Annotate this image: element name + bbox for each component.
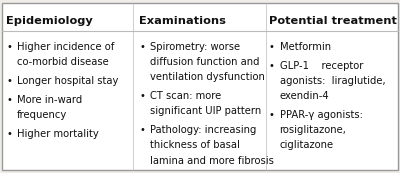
Text: Longer hospital stay: Longer hospital stay: [17, 76, 118, 86]
Text: •: •: [6, 95, 12, 105]
Text: •: •: [139, 42, 145, 52]
Text: ciglitazone: ciglitazone: [280, 140, 334, 151]
Text: ventilation dysfunction: ventilation dysfunction: [150, 72, 265, 82]
Text: co-morbid disease: co-morbid disease: [17, 57, 108, 67]
Text: •: •: [6, 129, 12, 139]
Text: GLP-1    receptor: GLP-1 receptor: [280, 61, 363, 71]
Text: •: •: [6, 42, 12, 52]
Text: significant UIP pattern: significant UIP pattern: [150, 106, 261, 116]
Text: Potential treatment: Potential treatment: [269, 16, 397, 26]
Text: diffusion function and: diffusion function and: [150, 57, 260, 67]
Text: PPAR-γ agonists:: PPAR-γ agonists:: [280, 110, 362, 120]
FancyBboxPatch shape: [2, 3, 398, 170]
Text: Higher incidence of: Higher incidence of: [17, 42, 114, 52]
Text: •: •: [269, 61, 275, 71]
Text: Metformin: Metformin: [280, 42, 331, 52]
Text: Spirometry: worse: Spirometry: worse: [150, 42, 240, 52]
Text: More in-ward: More in-ward: [17, 95, 82, 105]
Text: •: •: [139, 125, 145, 135]
Text: •: •: [269, 42, 275, 52]
Text: rosiglitazone,: rosiglitazone,: [280, 125, 346, 135]
Text: frequency: frequency: [17, 110, 67, 120]
Text: CT scan: more: CT scan: more: [150, 91, 221, 101]
Text: lamina and more fibrosis: lamina and more fibrosis: [150, 156, 274, 166]
Text: Higher mortality: Higher mortality: [17, 129, 98, 139]
Text: •: •: [269, 110, 275, 120]
Text: Examinations: Examinations: [139, 16, 226, 26]
Text: Epidemiology: Epidemiology: [6, 16, 93, 26]
Text: Pathology: increasing: Pathology: increasing: [150, 125, 256, 135]
Text: exendin-4: exendin-4: [280, 91, 329, 101]
Text: agonists:  liraglutide,: agonists: liraglutide,: [280, 76, 385, 86]
Text: •: •: [139, 91, 145, 101]
Text: •: •: [6, 76, 12, 86]
Text: thickness of basal: thickness of basal: [150, 140, 240, 151]
